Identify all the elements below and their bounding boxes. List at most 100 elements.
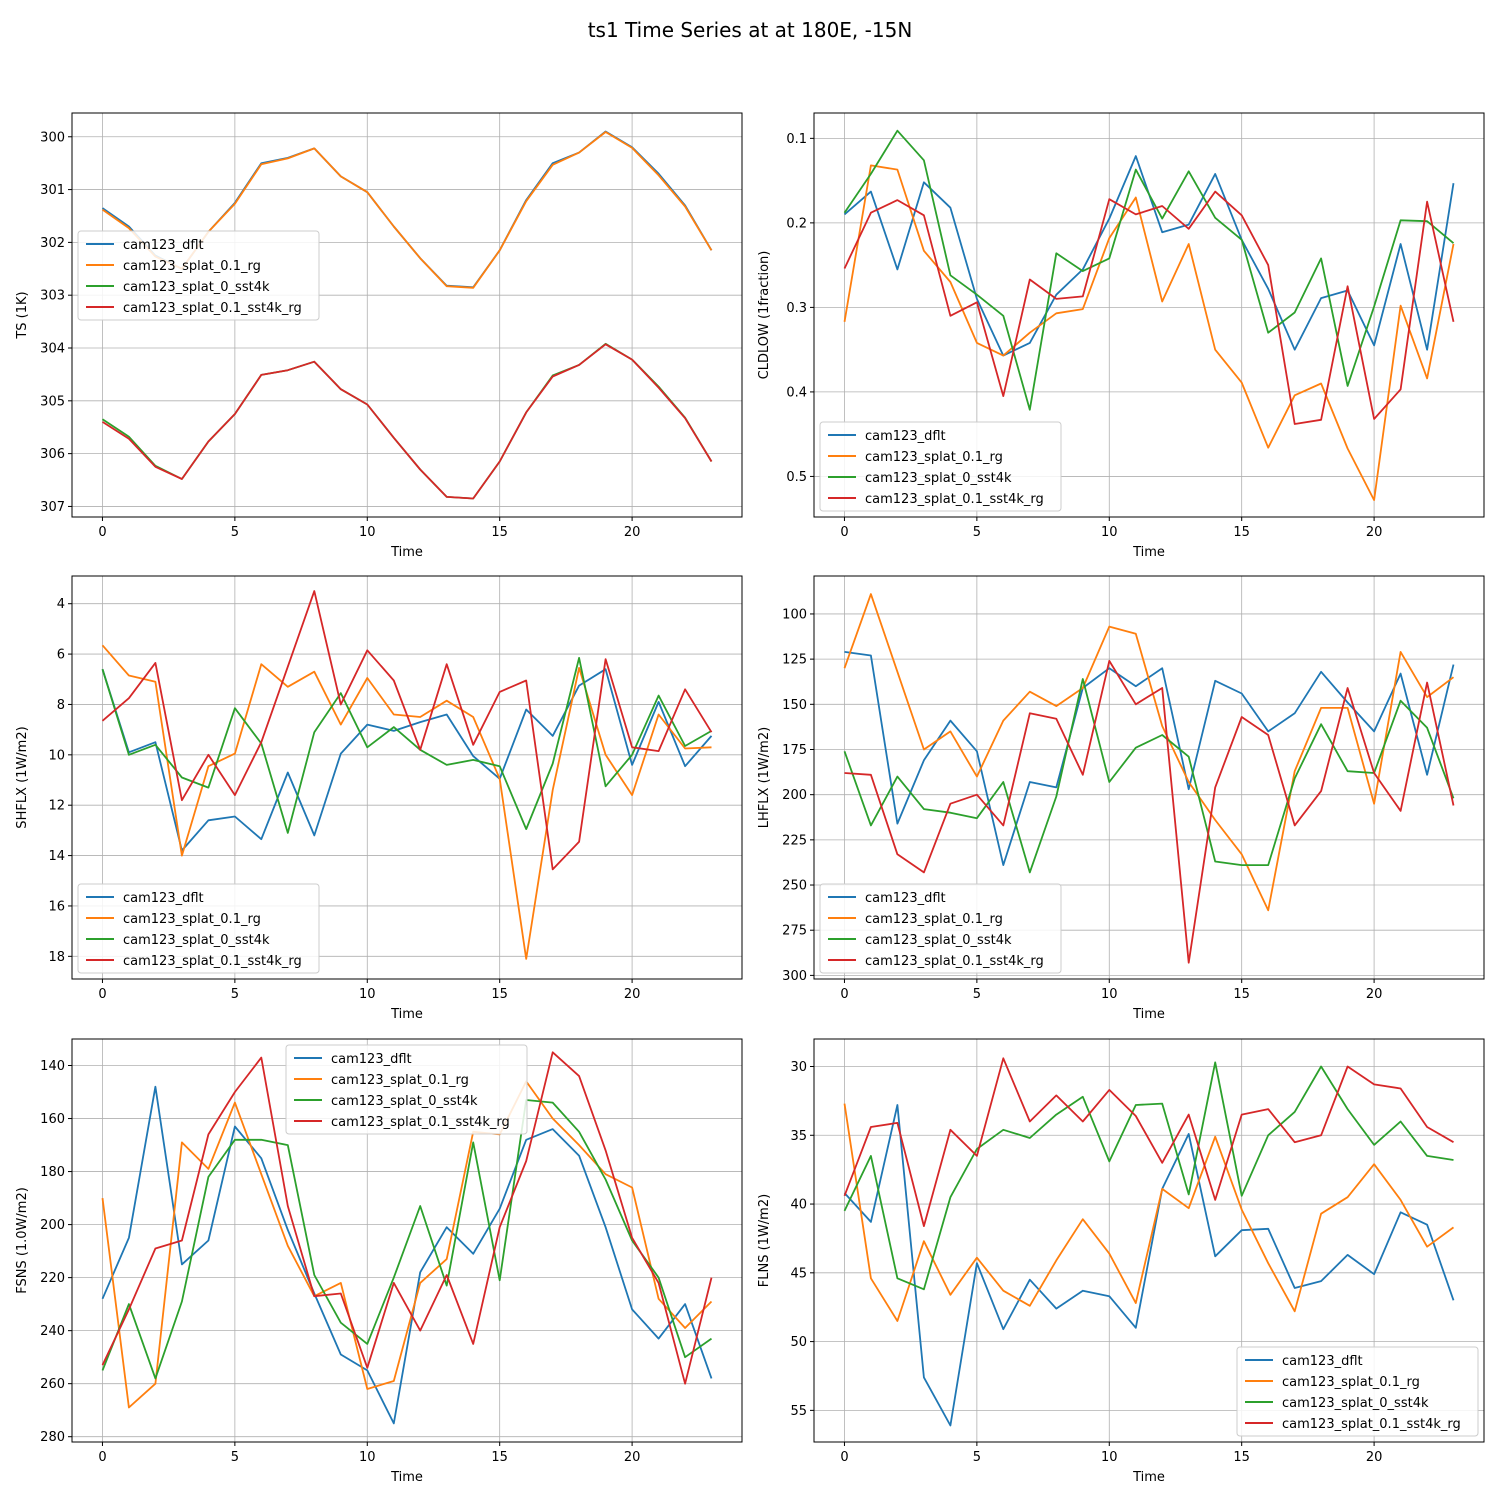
chart-panel-5: 0 5 10 15 20 140 160 180 200 220 240 260 280 Time FSNS…: [15, 1038, 743, 1485]
y-tick-label: 302: [40, 236, 65, 251]
figure-title: ts1 Time Series at at 180E, -15N: [588, 18, 913, 42]
y-tick-label: 30: [790, 1060, 807, 1075]
series-line-cam123_splat_0.1_sst4k_rg: [102, 343, 713, 500]
axes-frame: [813, 1038, 1485, 1443]
y-tick-label: 305: [40, 394, 65, 409]
legend-entry-cam123_splat_0.1_rg: cam123_splat_0.1_rg: [865, 450, 1003, 465]
legend-entry-cam123_splat_0.1_sst4k_rg: cam123_splat_0.1_sst4k_rg: [331, 1115, 510, 1130]
y-tick-label: 14: [48, 849, 65, 864]
y-tick-label: 18: [48, 950, 65, 965]
x-tick-label: 20: [1366, 987, 1383, 1002]
series-line-cam123_splat_0_sst4k: [101, 657, 712, 834]
legend-entry-cam123_splat_0.1_sst4k_rg: cam123_splat_0.1_sst4k_rg: [865, 954, 1044, 969]
legend-entry-cam123_splat_0_sst4k: cam123_splat_0_sst4k: [123, 933, 270, 948]
legend: cam123_dflt cam123_splat_0.1_rg cam123_spl…: [819, 421, 1062, 512]
y-tick-label: 200: [782, 788, 807, 803]
x-tick-label: 20: [624, 987, 641, 1002]
legend-entry-cam123_splat_0.1_rg: cam123_splat_0.1_rg: [1282, 1375, 1420, 1390]
legend-entry-cam123_splat_0_sst4k: cam123_splat_0_sst4k: [865, 933, 1012, 948]
x-tick-label: 0: [840, 987, 848, 1002]
y-tick-label: 250: [782, 879, 807, 894]
y-tick-label: 40: [790, 1198, 807, 1213]
x-tick-label: 0: [98, 987, 106, 1002]
legend: cam123_dflt cam123_splat_0.1_rg cam123_spl…: [77, 230, 320, 321]
y-tick-label: 220: [40, 1271, 65, 1286]
x-tick-label: 10: [359, 987, 376, 1002]
series-line-cam123_splat_0.1_rg: [101, 1080, 713, 1409]
y-tick-label: 0.1: [786, 132, 807, 147]
x-tick-label: 10: [1101, 987, 1118, 1002]
x-tick-label: 10: [1101, 525, 1118, 540]
y-tick-label: 225: [782, 833, 807, 848]
series-line-cam123_dflt: [843, 155, 1455, 357]
legend-entry-cam123_splat_0_sst4k: cam123_splat_0_sst4k: [1282, 1396, 1429, 1411]
legend-entry-cam123_dflt: cam123_dflt: [123, 891, 204, 906]
legend-entry-cam123_splat_0.1_sst4k_rg: cam123_splat_0.1_sst4k_rg: [123, 301, 302, 316]
series-line-cam123_splat_0.1_sst4k_rg: [844, 660, 1455, 964]
legend-entry-cam123_dflt: cam123_dflt: [865, 891, 946, 906]
x-tick-label: 0: [98, 525, 106, 540]
y-tick-label: 0.4: [786, 385, 807, 400]
chart-panel-6: 0 5 10 15 20 30 35 40 45 50 55 Time FLNS (1W/m2) cam1…: [757, 1038, 1485, 1485]
legend-entry-cam123_splat_0_sst4k: cam123_splat_0_sst4k: [123, 280, 270, 295]
x-tick-label: 20: [1366, 525, 1383, 540]
y-tick-label: 300: [782, 969, 807, 984]
y-tick-label: 301: [40, 183, 65, 198]
legend-box: [819, 883, 1062, 974]
axes-frame: [71, 112, 743, 518]
legend-entry-cam123_dflt: cam123_dflt: [865, 429, 946, 444]
legend: cam123_dflt cam123_splat_0.1_rg cam123_spl…: [77, 883, 320, 974]
chart-panel-1: 0 5 10 15 20 300 301 302 303 304 305 306 307 Time TS (…: [15, 112, 743, 560]
legend-entry-cam123_dflt: cam123_dflt: [1282, 1354, 1363, 1369]
y-tick-label: 307: [40, 500, 65, 515]
x-tick-label: 10: [359, 525, 376, 540]
x-axis-label: Time: [1132, 1470, 1165, 1485]
legend-box: [77, 230, 320, 321]
axes-frame: [813, 575, 1485, 980]
y-axis-label: CLDLOW (1fraction): [757, 251, 772, 380]
y-tick-label: 200: [40, 1218, 65, 1233]
series-line-cam123_splat_0.1_sst4k_rg: [101, 590, 713, 871]
legend-entry-cam123_splat_0.1_sst4k_rg: cam123_splat_0.1_sst4k_rg: [865, 492, 1044, 507]
series-line-cam123_splat_0.1_rg: [843, 164, 1455, 502]
axes-frame: [71, 575, 743, 980]
series-line-cam123_dflt: [101, 668, 713, 852]
y-axis-label: TS (1K): [15, 291, 30, 339]
chart-panel-3: 0 5 10 15 20 4 6 8 10 12 14 16 18 Time SHFLX (1W/m2) ca…: [15, 575, 743, 1022]
series-line-cam123_splat_0_sst4k: [843, 678, 1455, 874]
x-tick-label: 10: [359, 1450, 376, 1465]
y-tick-label: 0.5: [786, 470, 807, 485]
y-tick-label: 8: [57, 698, 65, 713]
legend-entry-cam123_splat_0.1_rg: cam123_splat_0.1_rg: [123, 912, 261, 927]
legend-entry-cam123_splat_0_sst4k: cam123_splat_0_sst4k: [331, 1094, 478, 1109]
legend-box: [285, 1044, 528, 1135]
y-tick-label: 160: [40, 1112, 65, 1127]
chart-panel-4: 0 5 10 15 20 100 125 150 175 200 225 250 275 300 Time L…: [757, 575, 1485, 1022]
axes-frame: [813, 112, 1485, 518]
x-axis-label: Time: [390, 1007, 423, 1022]
series-line-cam123_splat_0.1_rg: [843, 1103, 1455, 1322]
legend-entry-cam123_splat_0.1_rg: cam123_splat_0.1_rg: [331, 1073, 469, 1088]
x-tick-label: 5: [231, 987, 239, 1002]
y-tick-label: 150: [782, 698, 807, 713]
legend-entry-cam123_splat_0.1_rg: cam123_splat_0.1_rg: [865, 912, 1003, 927]
y-tick-label: 303: [40, 289, 65, 304]
x-tick-label: 20: [1366, 1450, 1383, 1465]
legend-box: [1236, 1346, 1479, 1437]
y-axis-label: FLNS (1W/m2): [757, 1194, 772, 1287]
series-line-cam123_splat_0.1_sst4k_rg: [101, 1051, 713, 1385]
legend-entry-cam123_splat_0.1_sst4k_rg: cam123_splat_0.1_sst4k_rg: [1282, 1417, 1461, 1432]
x-tick-label: 15: [491, 987, 508, 1002]
x-tick-label: 15: [491, 1450, 508, 1465]
x-axis-label: Time: [390, 545, 423, 560]
y-tick-label: 100: [782, 607, 807, 622]
series-line-cam123_splat_0.1_sst4k_rg: [843, 1057, 1454, 1227]
x-tick-label: 10: [1101, 1450, 1118, 1465]
y-axis-label: FSNS (1.0W/m2): [15, 1187, 30, 1294]
y-tick-label: 16: [48, 899, 65, 914]
x-tick-label: 0: [840, 525, 848, 540]
axes-frame: [71, 1038, 743, 1443]
y-tick-label: 260: [40, 1377, 65, 1392]
y-tick-label: 0.2: [786, 216, 807, 231]
y-tick-label: 0.3: [786, 301, 807, 316]
